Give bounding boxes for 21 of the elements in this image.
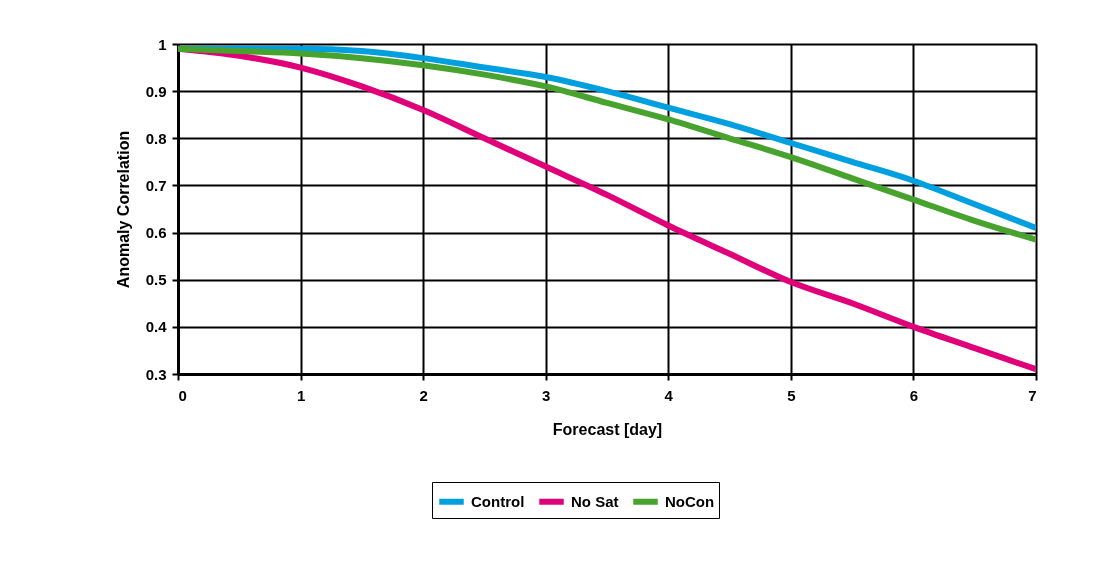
y-tick-label: 1 [158, 35, 167, 53]
y-tick-label: 0.4 [145, 318, 168, 336]
x-tick-label: 7 [1028, 386, 1037, 404]
x-tick-label: 0 [178, 386, 187, 404]
y-tick-label: 0.8 [145, 129, 167, 147]
y-tick-label: 0.5 [145, 271, 167, 289]
y-tick-label: 0.6 [145, 224, 167, 242]
x-axis-title: Forecast [day] [552, 420, 663, 438]
x-tick-label: 6 [909, 386, 919, 404]
legend-label: Control [471, 492, 525, 510]
y-tick-label: 0.7 [145, 176, 167, 194]
y-tick-label: 0.3 [145, 365, 167, 383]
x-tick-label: 5 [787, 386, 796, 404]
y-axis-title: Anomaly Correlation [114, 130, 132, 289]
x-tick-label: 3 [542, 386, 551, 404]
y-tick-label: 0.9 [145, 82, 167, 100]
x-tick-label: 1 [296, 386, 306, 404]
x-tick-label: 4 [664, 386, 674, 404]
legend-label: No Sat [571, 492, 619, 510]
x-tick-label: 2 [419, 386, 428, 404]
legend-label: NoCon [665, 492, 715, 510]
